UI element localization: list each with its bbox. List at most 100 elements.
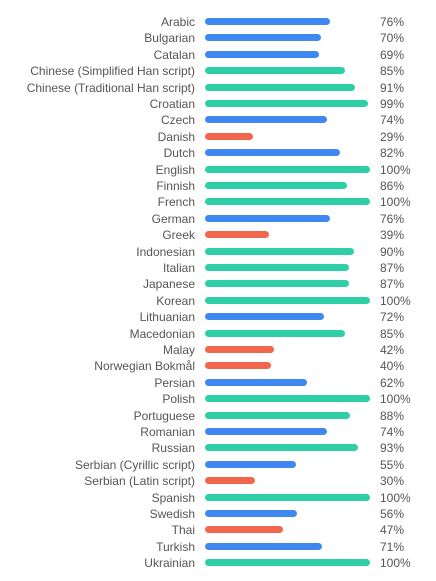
value-label: 85% bbox=[380, 326, 405, 341]
bar-row: Portuguese 88% bbox=[0, 408, 436, 424]
bar bbox=[205, 165, 370, 173]
bar bbox=[205, 264, 349, 271]
bar-track bbox=[205, 493, 370, 501]
value-label: 100% bbox=[380, 195, 411, 210]
value-label: 91% bbox=[380, 80, 405, 95]
bar bbox=[205, 83, 356, 91]
value-label: 88% bbox=[380, 408, 405, 423]
bar-track bbox=[205, 149, 370, 157]
category-label: Dutch bbox=[163, 146, 195, 161]
bar bbox=[205, 460, 296, 468]
bar bbox=[205, 329, 346, 337]
bar bbox=[205, 378, 308, 386]
bar bbox=[205, 132, 253, 140]
category-label: Arabic bbox=[160, 15, 195, 29]
bar bbox=[205, 411, 351, 419]
bar-row: Greek 39% bbox=[0, 227, 436, 243]
category-label: Greek bbox=[162, 228, 195, 243]
bar-row: Polish 100% bbox=[0, 391, 436, 407]
bar bbox=[205, 247, 354, 255]
bar bbox=[205, 559, 370, 567]
bar bbox=[205, 182, 347, 189]
bar-row: Swedish 56% bbox=[0, 506, 436, 522]
bar-row: Norwegian Bokmål 40% bbox=[0, 358, 436, 374]
category-label: Croatian bbox=[149, 97, 195, 111]
bar bbox=[205, 18, 331, 25]
value-label: 69% bbox=[380, 47, 405, 62]
category-label: Persian bbox=[154, 375, 195, 390]
value-label: 100% bbox=[380, 392, 411, 407]
value-label: 47% bbox=[380, 523, 405, 538]
value-label: 82% bbox=[380, 146, 405, 161]
bar-row: Catalan 69% bbox=[0, 47, 436, 63]
bar-row: Lithuanian 72% bbox=[0, 309, 436, 325]
category-label: Thai bbox=[171, 523, 195, 538]
bar-row: Japanese 87% bbox=[0, 276, 436, 292]
bar-track bbox=[205, 67, 370, 75]
category-label: Danish bbox=[157, 129, 195, 144]
bar-track bbox=[205, 231, 370, 239]
bar bbox=[205, 50, 319, 58]
bar-row: Korean 100% bbox=[0, 293, 436, 309]
value-label: 100% bbox=[380, 490, 411, 505]
value-label: 93% bbox=[380, 441, 405, 456]
bar bbox=[205, 149, 341, 157]
category-label: Russian bbox=[151, 441, 195, 456]
value-label: 100% bbox=[380, 293, 411, 308]
category-label: French bbox=[157, 195, 195, 210]
bar-row: Arabic 76% bbox=[0, 14, 436, 30]
value-label: 55% bbox=[380, 457, 405, 472]
category-label: Spanish bbox=[151, 490, 195, 505]
bar-row: Russian 93% bbox=[0, 440, 436, 456]
bar-track bbox=[205, 116, 370, 124]
bar-row: Ukrainian 100% bbox=[0, 555, 436, 571]
bar bbox=[205, 444, 359, 452]
bar-row: Danish 29% bbox=[0, 129, 436, 145]
category-label: Swedish bbox=[149, 507, 195, 521]
bar-row: Italian 87% bbox=[0, 260, 436, 276]
value-label: 39% bbox=[380, 228, 405, 243]
bar-track bbox=[205, 346, 370, 353]
value-label: 86% bbox=[380, 179, 405, 193]
bar-row: Romanian 74% bbox=[0, 424, 436, 440]
bar bbox=[205, 313, 324, 321]
bar bbox=[205, 510, 298, 517]
category-label: Turkish bbox=[156, 539, 195, 554]
category-label: Polish bbox=[162, 392, 195, 407]
bar-row: Spanish 100% bbox=[0, 490, 436, 506]
bar-row: Persian 62% bbox=[0, 375, 436, 391]
bar bbox=[205, 67, 346, 75]
bar-track bbox=[205, 83, 370, 91]
category-label: Macedonian bbox=[129, 326, 195, 341]
bar-track bbox=[205, 395, 370, 403]
bar-row: Indonesian 90% bbox=[0, 244, 436, 260]
bar bbox=[205, 428, 328, 435]
value-label: 42% bbox=[380, 343, 405, 357]
bar-track bbox=[205, 264, 370, 271]
bar-row: Turkish 71% bbox=[0, 539, 436, 555]
bar-track bbox=[205, 510, 370, 517]
bar bbox=[205, 493, 370, 501]
value-label: 90% bbox=[380, 244, 405, 259]
value-label: 56% bbox=[380, 507, 405, 521]
bar-track bbox=[205, 247, 370, 255]
bar-track bbox=[205, 411, 370, 419]
bar bbox=[205, 116, 328, 124]
value-label: 87% bbox=[380, 277, 405, 292]
value-label: 74% bbox=[380, 425, 405, 439]
bar-row: French 100% bbox=[0, 194, 436, 210]
category-label: Romanian bbox=[140, 425, 195, 439]
value-label: 99% bbox=[380, 97, 405, 111]
bar bbox=[205, 198, 370, 206]
category-label: Norwegian Bokmål bbox=[94, 359, 195, 374]
bar-row: Chinese (Traditional Han script) 91% bbox=[0, 80, 436, 96]
bar-row: Malay 42% bbox=[0, 342, 436, 358]
value-label: 71% bbox=[380, 539, 405, 554]
bar-track bbox=[205, 280, 370, 288]
category-label: Korean bbox=[156, 293, 195, 308]
bar-track bbox=[205, 559, 370, 567]
bar bbox=[205, 100, 369, 107]
bar bbox=[205, 395, 370, 403]
bar-row: Macedonian 85% bbox=[0, 326, 436, 342]
value-label: 76% bbox=[380, 211, 405, 226]
